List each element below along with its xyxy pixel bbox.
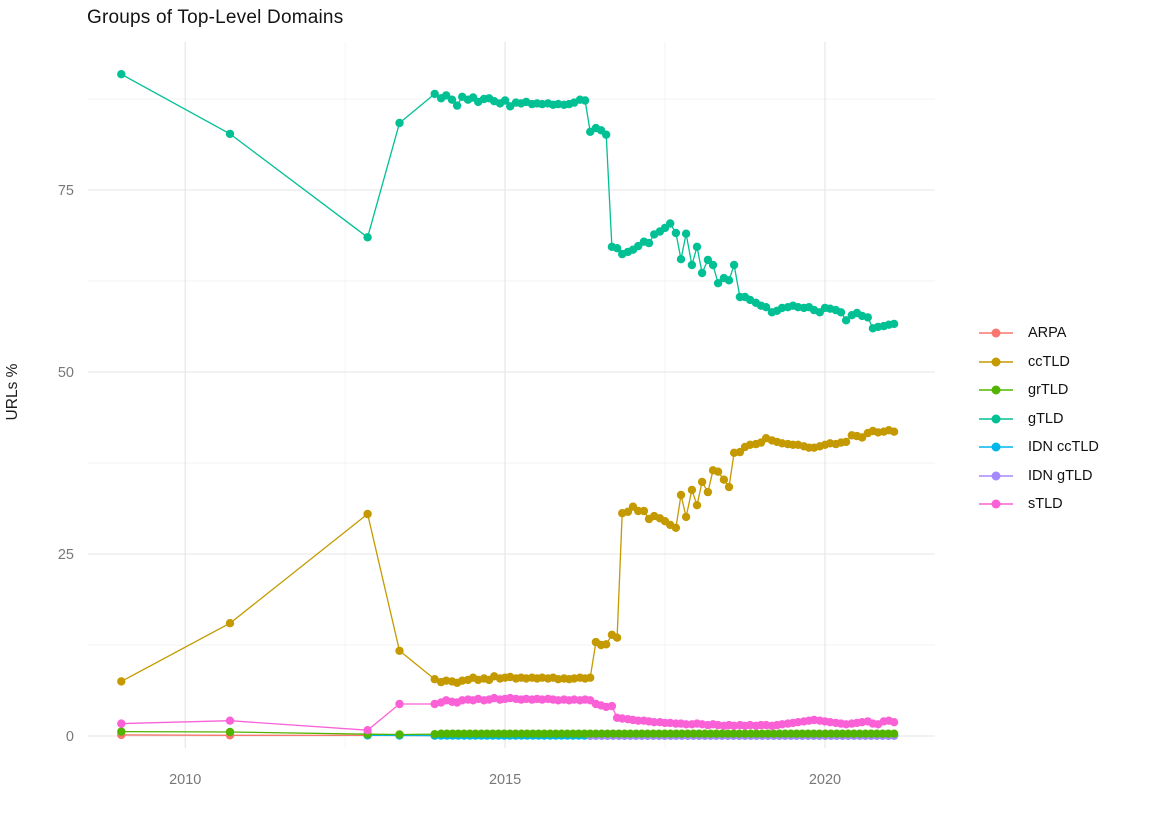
legend-dot [991,414,1001,424]
legend-item-stld: sTLD [979,490,1099,519]
chart-title: Groups of Top-Level Domains [87,7,344,28]
legend-key-icon [979,498,1013,510]
legend-item-arpa: ARPA [979,319,1099,348]
legend-item-grtld: grTLD [979,376,1099,405]
legend-dot [991,442,1001,452]
svg-text:2010: 2010 [169,772,201,788]
legend-item-gtld: gTLD [979,405,1099,434]
legend-item-label: grTLD [1028,382,1069,399]
series-points-gtld [117,70,899,333]
legend-dot [991,357,1001,367]
legend-item-cctld: ccTLD [979,348,1099,377]
legend-key-icon [979,356,1013,368]
legend-item-label: ccTLD [1028,353,1070,370]
y-axis-tick-labels: 0 25 50 75 [58,183,74,745]
x-axis-tick-labels: 2010 2015 2020 [169,772,841,788]
svg-text:2020: 2020 [809,772,841,788]
legend-item-label: IDN ccTLD [1028,439,1099,456]
legend-key-icon [979,384,1013,396]
legend-item-label: gTLD [1028,410,1064,427]
svg-text:2015: 2015 [489,772,521,788]
legend-item-label: ARPA [1028,325,1067,342]
svg-text:75: 75 [58,183,74,199]
legend-dot [991,328,1001,338]
legend-item-label: sTLD [1028,496,1063,513]
gridlines-minor [88,42,935,748]
svg-text:50: 50 [58,365,74,381]
series-points-stld [117,693,899,735]
svg-text:0: 0 [66,729,74,745]
legend-dot [991,471,1001,481]
svg-text:25: 25 [58,547,74,563]
legend-key-icon [979,441,1013,453]
legend: ARPA ccTLD grTLD gTLD IDN ccTLD IDN gTLD sTLD [979,319,1099,519]
legend-dot [991,385,1001,395]
gridlines-major [88,42,935,748]
legend-item-label: IDN gTLD [1028,467,1093,484]
series-points-grtld [117,727,899,739]
legend-key-icon [979,413,1013,425]
legend-item-idn-gtld: IDN gTLD [979,462,1099,491]
series-line-gtld [120,73,895,329]
legend-key-icon [979,327,1013,339]
legend-item-idn-cctld: IDN ccTLD [979,433,1099,462]
legend-dot [991,499,1001,509]
legend-key-icon [979,470,1013,482]
series-points-cctld [117,426,899,687]
